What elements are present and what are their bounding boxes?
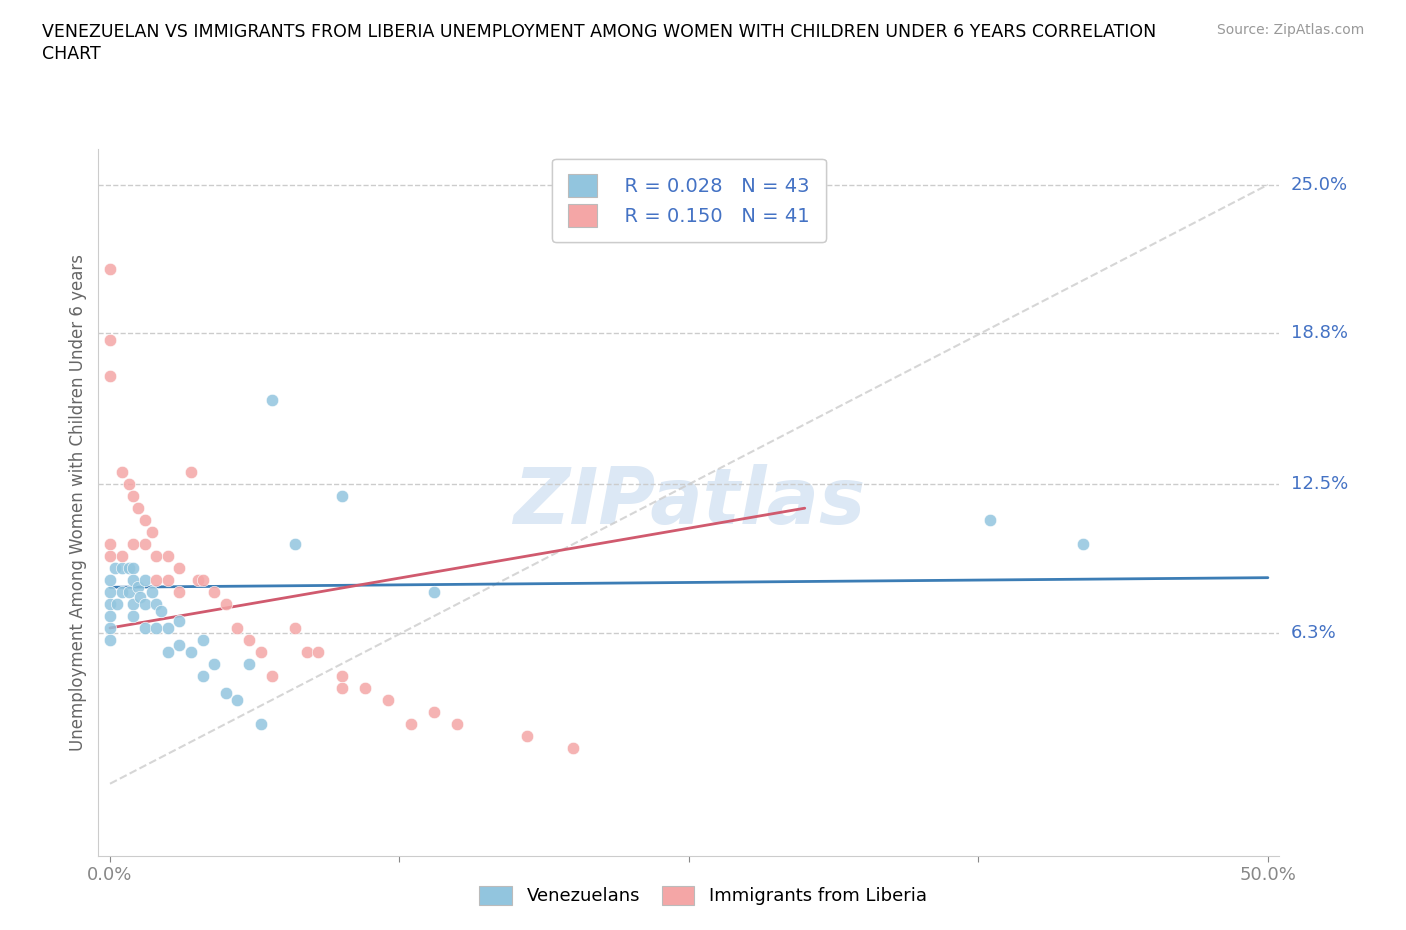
Point <box>141 585 163 600</box>
Point <box>98 596 121 611</box>
Point <box>122 537 145 551</box>
Point <box>145 596 167 611</box>
Point <box>98 333 121 348</box>
Point <box>238 657 260 671</box>
Point <box>249 644 271 659</box>
Point <box>284 620 307 635</box>
Point <box>104 561 127 576</box>
Point <box>979 512 1001 527</box>
Point <box>307 644 329 659</box>
Point <box>353 681 375 696</box>
Point <box>122 608 145 623</box>
Point <box>330 681 353 696</box>
Point <box>191 632 214 647</box>
Point <box>169 585 191 600</box>
Point <box>98 369 121 384</box>
Point <box>98 632 121 647</box>
Legend:   R = 0.028   N = 43,   R = 0.150   N = 41: R = 0.028 N = 43, R = 0.150 N = 41 <box>553 158 825 243</box>
Point <box>117 585 139 600</box>
Point <box>110 561 132 576</box>
Text: 18.8%: 18.8% <box>1291 325 1347 342</box>
Point <box>134 573 156 588</box>
Point <box>98 573 121 588</box>
Point <box>226 693 249 708</box>
Point <box>169 561 191 576</box>
Point <box>330 489 353 504</box>
Legend: Venezuelans, Immigrants from Liberia: Venezuelans, Immigrants from Liberia <box>468 875 938 916</box>
Point <box>127 500 149 515</box>
Point <box>98 261 121 276</box>
Text: ZIPatlas: ZIPatlas <box>513 464 865 540</box>
Point <box>156 573 179 588</box>
Point <box>191 669 214 684</box>
Point <box>262 393 284 408</box>
Text: CHART: CHART <box>42 45 101 62</box>
Point <box>202 585 225 600</box>
Point <box>180 644 202 659</box>
Point <box>98 537 121 551</box>
Point <box>122 561 145 576</box>
Point <box>122 573 145 588</box>
Text: Source: ZipAtlas.com: Source: ZipAtlas.com <box>1216 23 1364 37</box>
Point <box>169 637 191 652</box>
Text: 6.3%: 6.3% <box>1291 624 1336 642</box>
Text: 25.0%: 25.0% <box>1291 176 1348 193</box>
Point <box>377 693 399 708</box>
Point <box>238 632 260 647</box>
Point <box>446 716 468 731</box>
Point <box>105 596 128 611</box>
Point <box>117 561 139 576</box>
Point <box>110 549 132 564</box>
Point <box>134 512 156 527</box>
Y-axis label: Unemployment Among Women with Children Under 6 years: Unemployment Among Women with Children U… <box>69 254 87 751</box>
Point <box>98 608 121 623</box>
Point <box>134 596 156 611</box>
Point <box>1071 537 1094 551</box>
Point <box>145 620 167 635</box>
Point <box>145 549 167 564</box>
Point <box>226 620 249 635</box>
Point <box>399 716 422 731</box>
Point <box>169 614 191 629</box>
Point <box>117 477 139 492</box>
Point <box>98 620 121 635</box>
Point <box>284 537 307 551</box>
Point <box>423 585 446 600</box>
Point <box>134 537 156 551</box>
Text: 12.5%: 12.5% <box>1291 475 1348 493</box>
Point <box>187 573 209 588</box>
Point <box>129 590 152 604</box>
Point <box>156 644 179 659</box>
Point <box>122 489 145 504</box>
Point <box>122 596 145 611</box>
Point <box>149 604 172 618</box>
Point <box>110 465 132 480</box>
Point <box>145 573 167 588</box>
Point <box>191 573 214 588</box>
Point <box>215 596 238 611</box>
Point <box>516 728 538 743</box>
Point <box>330 669 353 684</box>
Point <box>202 657 225 671</box>
Point <box>141 525 163 539</box>
Point <box>249 716 271 731</box>
Point <box>98 585 121 600</box>
Point <box>180 465 202 480</box>
Point <box>156 620 179 635</box>
Point <box>134 620 156 635</box>
Point <box>423 704 446 719</box>
Point <box>156 549 179 564</box>
Point <box>215 685 238 700</box>
Point <box>262 669 284 684</box>
Point <box>127 579 149 594</box>
Point <box>110 585 132 600</box>
Point <box>562 740 585 755</box>
Point <box>295 644 318 659</box>
Point <box>98 549 121 564</box>
Text: VENEZUELAN VS IMMIGRANTS FROM LIBERIA UNEMPLOYMENT AMONG WOMEN WITH CHILDREN UND: VENEZUELAN VS IMMIGRANTS FROM LIBERIA UN… <box>42 23 1156 41</box>
